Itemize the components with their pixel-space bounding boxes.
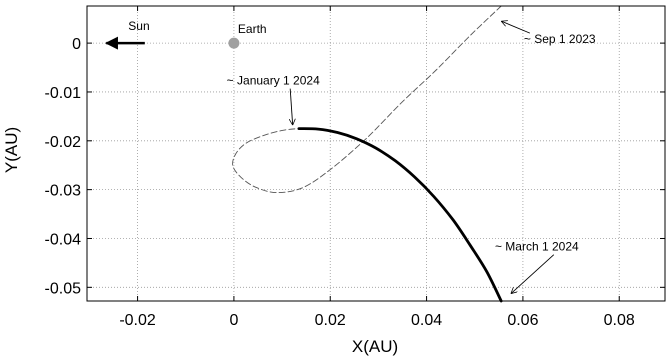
y-tick-label: -0.02 bbox=[45, 134, 82, 151]
x-tick-label: 0.08 bbox=[604, 312, 635, 329]
annotation-arrow-2 bbox=[511, 254, 555, 294]
trajectory-solid-series bbox=[297, 127, 503, 303]
grid bbox=[87, 6, 665, 301]
annotation-label-1: ~ January 1 2024 bbox=[227, 74, 320, 88]
x-tick-label: 0.04 bbox=[411, 312, 442, 329]
x-tick-labels: -0.02 0 0.02 0.04 0.06 0.08 bbox=[119, 6, 635, 329]
y-axis-label: Y(AU) bbox=[2, 127, 21, 173]
y-tick-label: -0.04 bbox=[45, 231, 82, 248]
plot-frame bbox=[86, 5, 666, 302]
y-tick-label: 0 bbox=[72, 36, 81, 53]
x-tick-label: 0 bbox=[229, 312, 238, 329]
annotation-arrow-0 bbox=[501, 21, 531, 34]
x-tick-label: 0.06 bbox=[507, 312, 538, 329]
y-tick-labels: 0 -0.01 -0.02 -0.03 -0.04 -0.05 bbox=[45, 36, 665, 297]
earth-marker bbox=[228, 37, 240, 49]
annotation-arrow-1 bbox=[290, 88, 292, 126]
markers: Earth Sun bbox=[104, 19, 267, 50]
y-tick-label: -0.01 bbox=[45, 85, 82, 102]
y-tick-label: -0.03 bbox=[45, 183, 82, 200]
trajectory-dashed-series bbox=[232, 5, 502, 194]
annotation-label-0: ~ Sep 1 2023 bbox=[524, 32, 596, 46]
sun-label: Sun bbox=[128, 19, 149, 33]
y-tick-label: -0.05 bbox=[45, 280, 82, 297]
earth-label: Earth bbox=[238, 22, 267, 36]
x-axis-label: X(AU) bbox=[352, 337, 398, 356]
x-tick-label: -0.02 bbox=[119, 312, 156, 329]
annotation-label-2: ~ March 1 2024 bbox=[495, 240, 579, 254]
annotations: ~ Sep 1 2023 ~ January 1 2024 ~ March 1 20… bbox=[227, 21, 596, 294]
trajectory-curves bbox=[232, 5, 503, 303]
x-tick-label: 0.02 bbox=[315, 312, 346, 329]
